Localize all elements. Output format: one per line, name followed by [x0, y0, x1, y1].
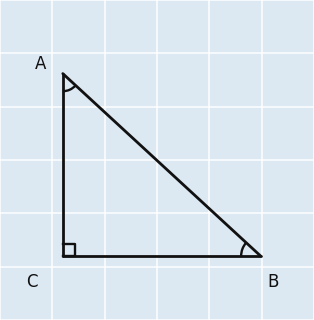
Text: B: B: [268, 273, 279, 291]
Text: A: A: [35, 55, 46, 73]
Text: C: C: [26, 273, 37, 291]
